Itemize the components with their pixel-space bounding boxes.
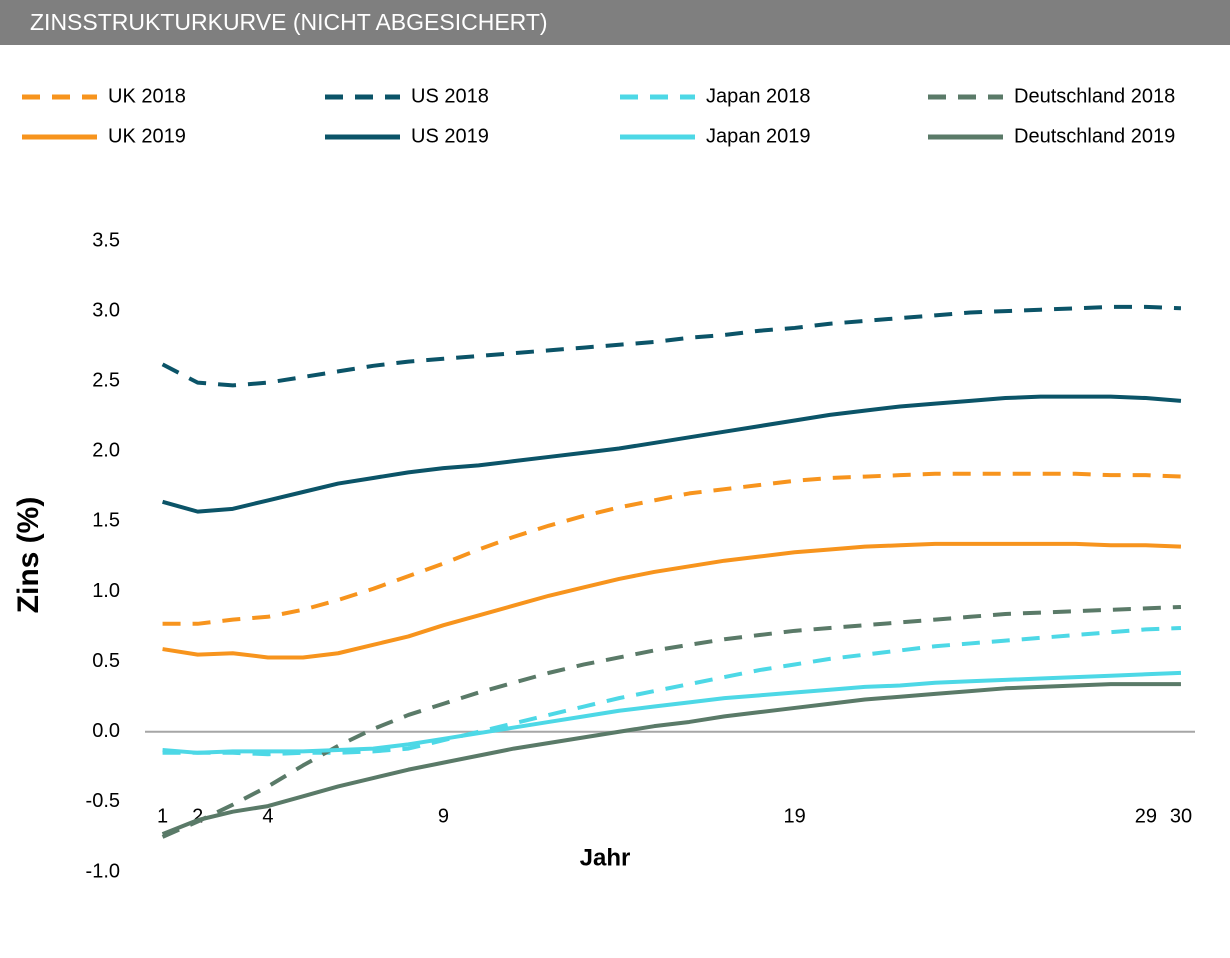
- y-tick-label: 1.0: [92, 580, 120, 602]
- x-tick-label: 1: [157, 805, 168, 827]
- series-line: [162, 670, 1182, 755]
- y-tick-label: 2.5: [92, 370, 120, 392]
- series-line: [161, 604, 1182, 839]
- legend-label: Japan 2019: [706, 125, 811, 147]
- legend-label: UK 2019: [108, 125, 186, 147]
- series-line: [161, 304, 1182, 388]
- x-tick-label: 29: [1135, 805, 1157, 827]
- x-tick-label: 9: [438, 805, 449, 827]
- y-tick-label: 0.0: [92, 720, 120, 742]
- series-line: [162, 394, 1182, 514]
- y-tick-label: -1.0: [86, 860, 120, 882]
- legend-label: Japan 2018: [706, 85, 811, 107]
- x-tick-label: 19: [784, 805, 806, 827]
- legend-label: Deutschland 2018: [1014, 85, 1175, 107]
- legend-label: US 2019: [411, 125, 489, 147]
- x-tick-label: 4: [262, 805, 273, 827]
- chart-title: ZINSSTRUKTURKURVE (NICHT ABGESICHERT): [30, 9, 548, 35]
- series-line: [161, 682, 1181, 836]
- y-tick-label: 3.5: [92, 229, 120, 251]
- y-tick-label: -0.5: [86, 790, 120, 812]
- legend-label: US 2018: [411, 85, 489, 107]
- x-axis-title: Jahr: [580, 844, 631, 871]
- x-tick-label: 2: [192, 805, 203, 827]
- legend-label: UK 2018: [108, 85, 186, 107]
- series-line: [162, 471, 1182, 626]
- series-line: [162, 541, 1182, 660]
- y-tick-label: 3.0: [92, 299, 120, 321]
- y-tick-label: 2.0: [92, 440, 120, 462]
- header-bar: [0, 0, 1230, 45]
- series-line: [162, 626, 1182, 757]
- x-tick-label: 30: [1170, 805, 1192, 827]
- y-axis-title: Zins (%): [12, 497, 45, 614]
- y-tick-label: 0.5: [92, 650, 120, 672]
- y-tick-label: 1.5: [92, 510, 120, 532]
- legend-label: Deutschland 2019: [1014, 125, 1175, 147]
